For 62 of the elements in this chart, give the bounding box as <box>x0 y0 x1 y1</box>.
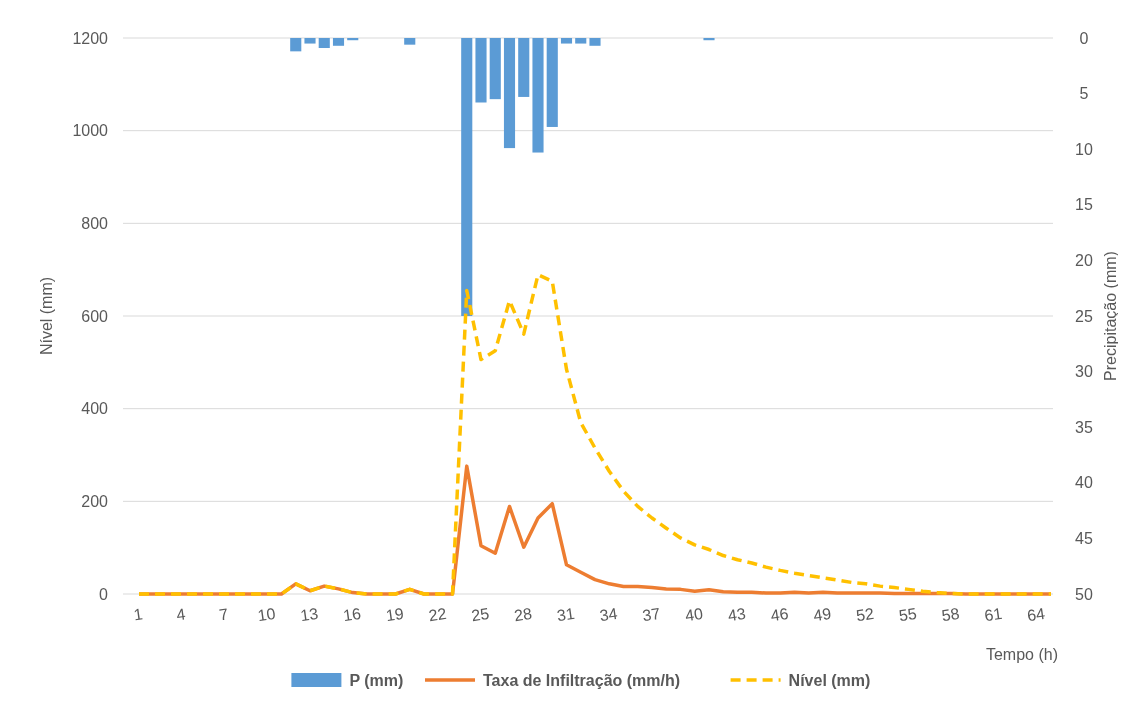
y2-tick-label: 45 <box>1075 530 1093 547</box>
x-tick-label: 19 <box>384 604 405 625</box>
y2-tick-label: 0 <box>1079 29 1089 47</box>
x-tick-label: 55 <box>897 604 918 625</box>
x-tick-label: 22 <box>427 604 448 625</box>
bar <box>560 38 573 44</box>
x-tick-label: 16 <box>341 604 363 625</box>
x-tick-label: 4 <box>175 605 187 624</box>
x-axis-title: Tempo (h) <box>985 646 1058 663</box>
y2-tick-label: 40 <box>1075 474 1093 492</box>
bar <box>318 38 330 49</box>
x-tick-label: 40 <box>683 604 705 625</box>
bar <box>290 38 302 52</box>
bar <box>589 38 601 46</box>
x-tick-label: 1 <box>132 605 144 624</box>
y2-tick-label: 15 <box>1075 196 1093 214</box>
x-tick-label: 31 <box>555 604 576 625</box>
bar <box>404 38 416 45</box>
bar <box>532 38 544 153</box>
x-tick-label: 61 <box>983 604 1004 625</box>
bar <box>503 38 516 149</box>
y2-tick-label: 50 <box>1075 585 1093 603</box>
x-tick-label: 64 <box>1025 604 1047 625</box>
bar <box>489 38 501 100</box>
x-tick-label: 7 <box>218 605 230 624</box>
legend-label: Nível (mm) <box>788 671 871 689</box>
x-tick-label: 10 <box>256 604 277 625</box>
x-tick-label: 34 <box>598 604 619 625</box>
bar <box>575 38 587 44</box>
y-tick-label: 0 <box>99 585 109 603</box>
y-tick-label: 1000 <box>72 122 109 140</box>
x-tick-label: 13 <box>299 604 320 625</box>
x-tick-label: 49 <box>812 604 833 625</box>
x-tick-label: 43 <box>726 604 747 625</box>
x-tick-label: 37 <box>641 604 662 625</box>
legend-label: P (mm) <box>349 671 404 689</box>
bar <box>518 38 530 97</box>
y2-tick-label: 25 <box>1075 307 1093 325</box>
y-tick-label: 1200 <box>72 29 109 47</box>
y2-tick-label: 30 <box>1075 363 1093 381</box>
line-series <box>137 273 1053 596</box>
y-tick-label: 400 <box>81 400 109 418</box>
y-tick-label: 200 <box>81 492 109 510</box>
x-tick-label: 52 <box>854 604 876 625</box>
y-tick-label: 600 <box>81 307 109 325</box>
y2-tick-label: 20 <box>1075 252 1093 269</box>
bar <box>304 38 316 44</box>
x-tick-label: 58 <box>940 604 961 625</box>
x-tick-label: 46 <box>769 604 790 625</box>
legend-label: Taxa de Infiltração (mm/h) <box>483 671 681 689</box>
bar <box>703 38 715 41</box>
bar <box>475 38 487 103</box>
bar <box>546 38 558 127</box>
x-tick-label: 25 <box>470 604 491 625</box>
y-tick-label: 800 <box>81 214 109 232</box>
bar <box>332 38 345 46</box>
y2-tick-label: 5 <box>1079 85 1089 103</box>
y-axis-title: Nível (mm) <box>38 276 55 356</box>
y2-tick-label: 10 <box>1075 140 1093 158</box>
x-tick-label: 28 <box>512 604 534 625</box>
bar <box>461 38 473 316</box>
y2-tick-label: 35 <box>1075 418 1093 436</box>
